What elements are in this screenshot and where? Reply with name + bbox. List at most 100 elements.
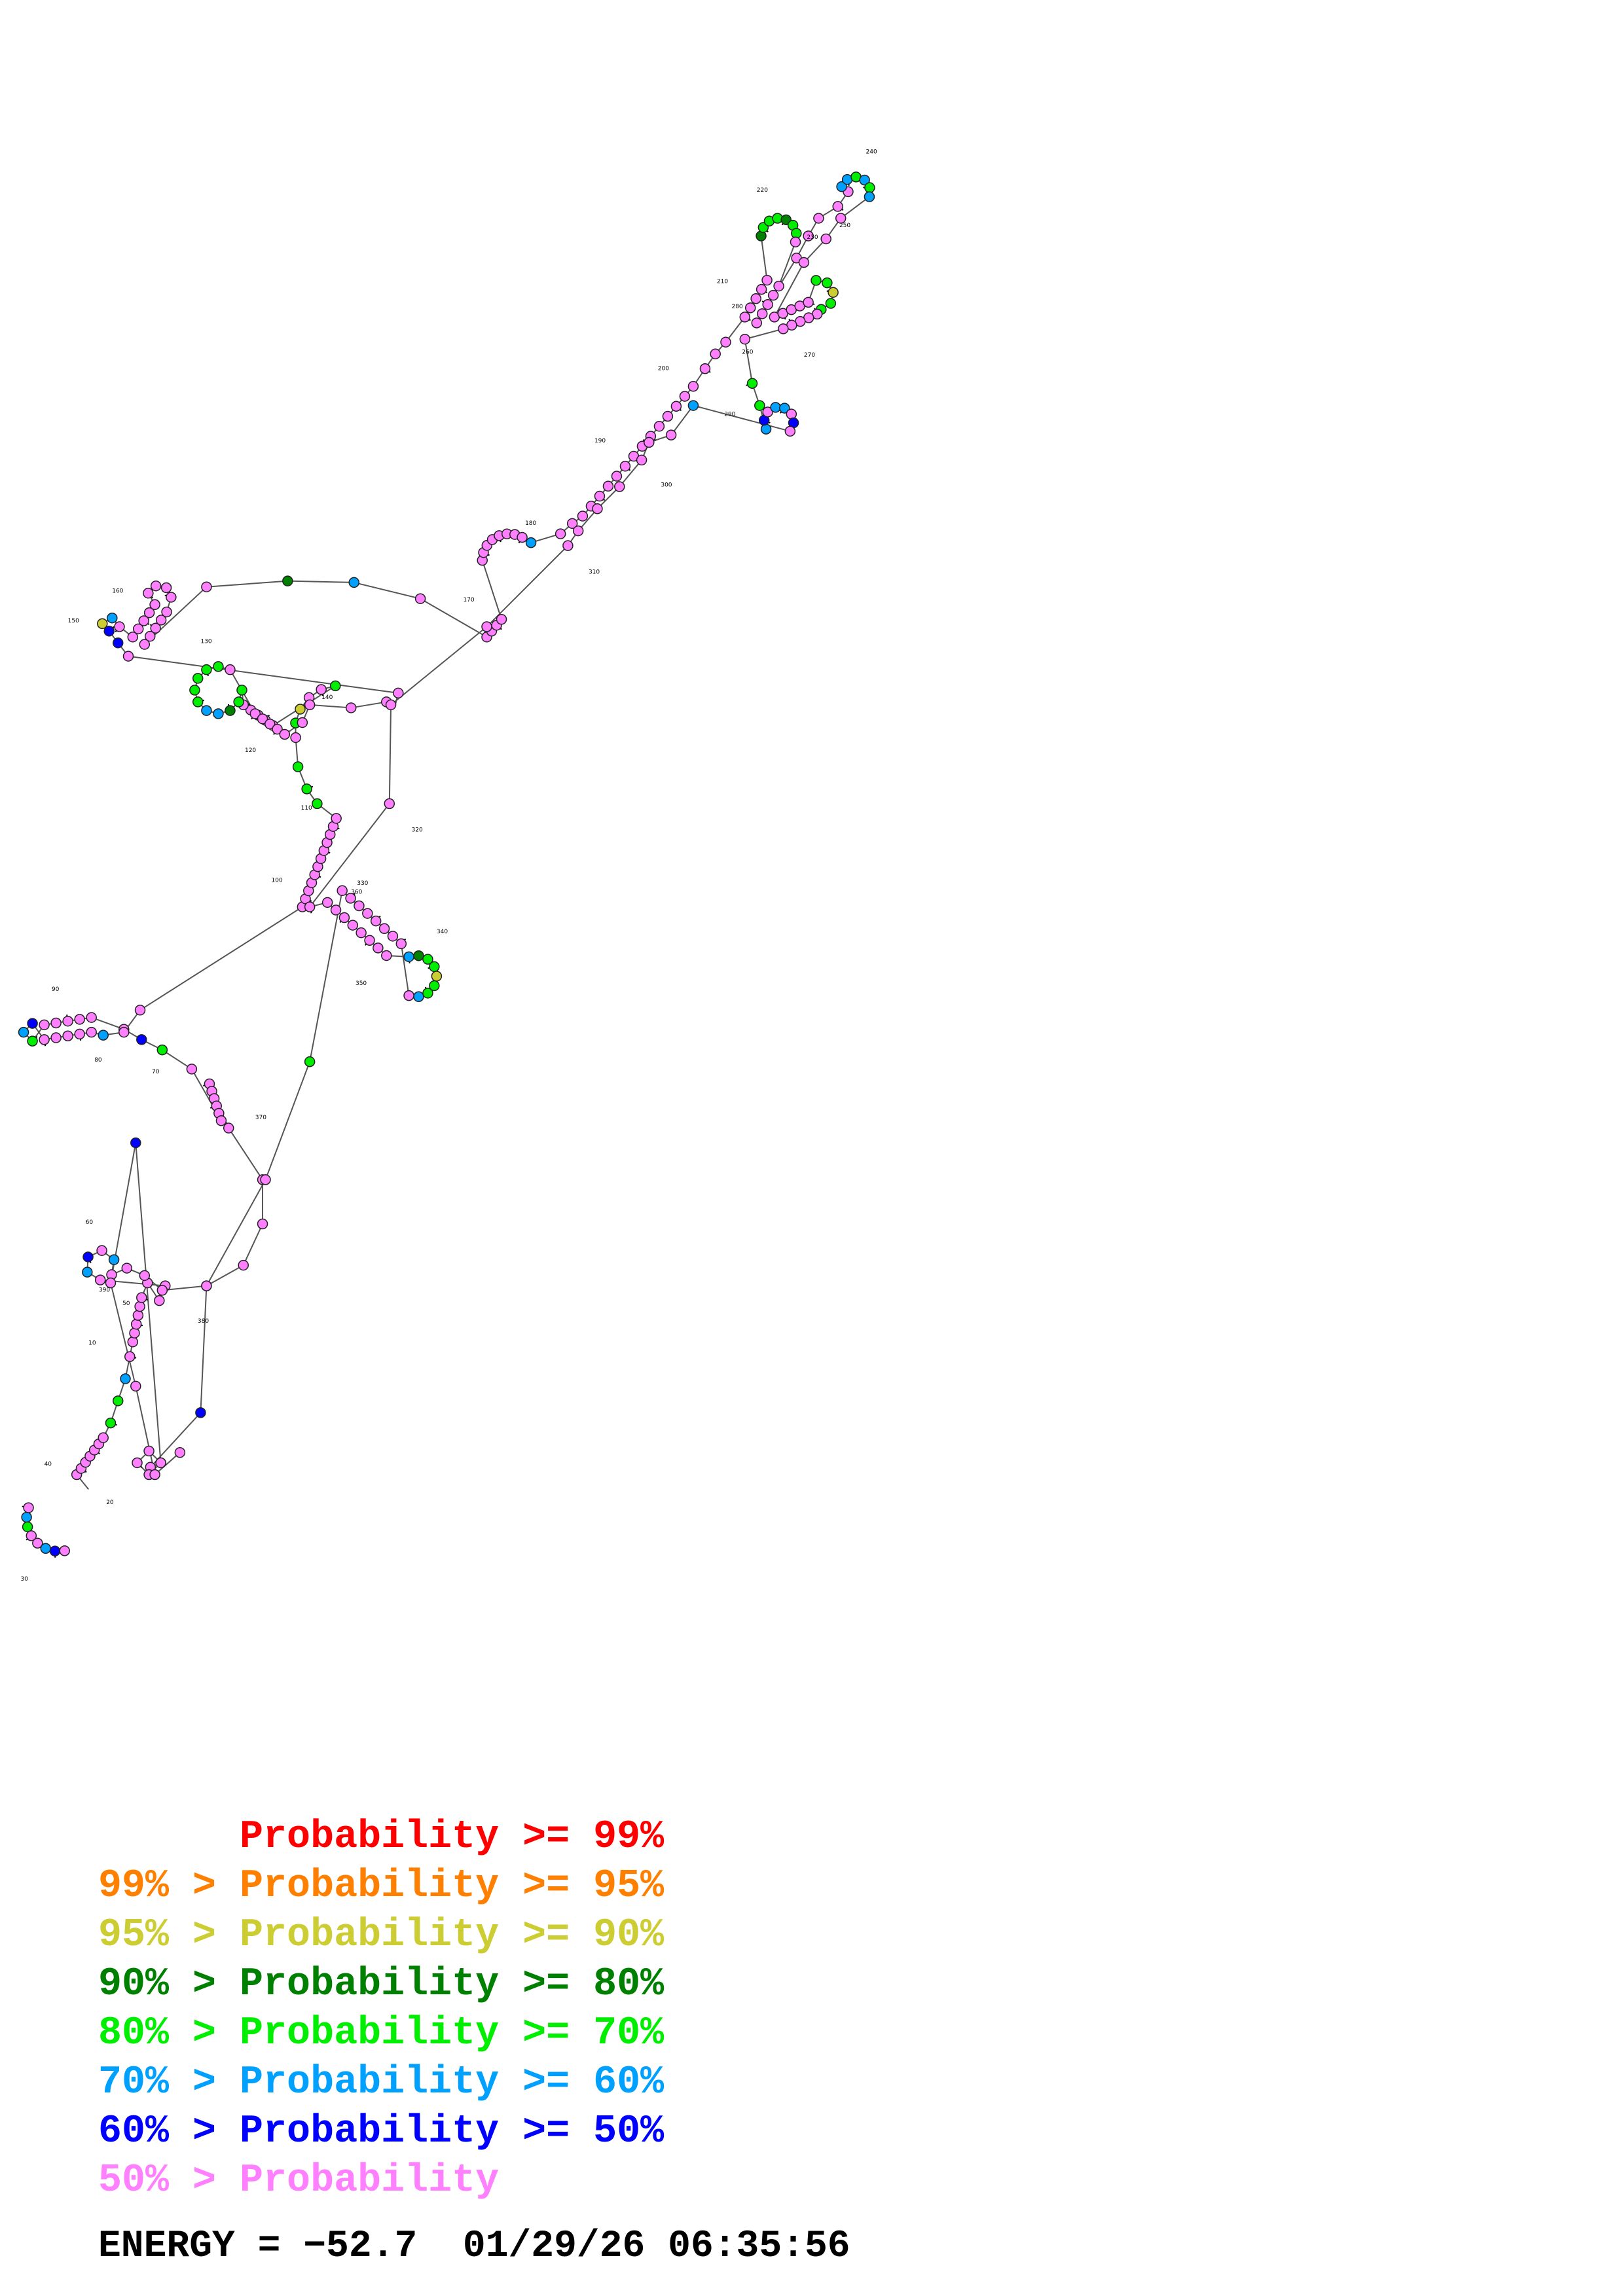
nucleotide	[144, 630, 156, 642]
nucleotide	[644, 437, 655, 448]
nucleotide	[249, 708, 261, 719]
nucleotide	[143, 1445, 155, 1457]
energy-and-timestamp: ENERGY = −52.7 01/29/26 06:35:56	[98, 2225, 850, 2268]
nucleotide	[756, 283, 767, 295]
nucleotide	[481, 621, 492, 632]
nucleotide	[687, 381, 699, 392]
nucleotide	[301, 783, 312, 795]
nucleotide	[670, 401, 682, 412]
position-label: 170	[463, 597, 474, 603]
legend-prefix: 60% >	[98, 2109, 240, 2154]
backbone-segment	[287, 580, 354, 583]
nucleotide	[822, 277, 833, 289]
nucleotide	[619, 461, 631, 472]
nucleotide	[720, 336, 731, 348]
nucleotide	[139, 639, 151, 650]
nucleotide	[150, 622, 161, 634]
nucleotide	[112, 637, 124, 649]
nucleotide	[161, 606, 172, 618]
nucleotide	[189, 685, 200, 696]
nucleotide	[414, 593, 426, 604]
nucleotide	[107, 612, 118, 624]
nucleotide	[272, 723, 283, 735]
nucleotide	[201, 1280, 212, 1291]
backbone-segment	[162, 1049, 192, 1070]
position-label: 150	[68, 618, 79, 624]
nucleotide	[611, 471, 623, 482]
position-label: 330	[357, 880, 368, 887]
backbone-segment	[481, 560, 502, 620]
nucleotide	[566, 518, 578, 529]
backbone-segment	[128, 655, 399, 694]
nucleotide	[290, 732, 301, 744]
nucleotide	[192, 696, 204, 708]
nucleotide	[39, 1034, 50, 1045]
legend-label: Probability >= 50%	[240, 2109, 665, 2154]
backbone-segment	[309, 803, 390, 908]
nucleotide	[828, 287, 839, 298]
backbone-segment	[242, 1223, 263, 1266]
nucleotide	[636, 454, 647, 466]
probability-legend: Probability >= 99% 99% > Probability >= 9…	[98, 1813, 664, 2206]
legend-prefix: 99% >	[98, 1864, 240, 1909]
nucleotide	[62, 1030, 73, 1041]
position-label: 40	[45, 1461, 52, 1467]
nucleotide	[820, 233, 831, 245]
nucleotide	[49, 1545, 61, 1557]
nucleotide	[132, 623, 144, 635]
position-label: 130	[200, 638, 211, 645]
nucleotide	[825, 298, 837, 309]
nucleotide	[864, 182, 875, 193]
backbone-segment	[744, 339, 754, 384]
nucleotide	[86, 1012, 97, 1023]
nucleotide	[103, 626, 115, 637]
legend-row: 95% > Probability >= 90%	[98, 1911, 664, 1960]
position-label: 180	[525, 520, 536, 527]
backbone-segment	[206, 1265, 244, 1287]
nucleotide	[22, 1521, 33, 1533]
nucleotide	[864, 191, 875, 202]
position-label: 110	[301, 805, 312, 812]
nucleotide	[331, 813, 342, 824]
nucleotide	[160, 582, 172, 594]
nucleotide	[304, 1056, 316, 1067]
nucleotide	[750, 293, 761, 304]
position-label: 290	[724, 411, 735, 418]
nucleotide	[330, 905, 342, 916]
nucleotide	[257, 713, 268, 725]
position-label: 140	[321, 694, 333, 701]
backbone-segment	[760, 236, 768, 281]
position-label: 320	[412, 827, 423, 834]
nucleotide	[130, 1380, 141, 1392]
position-label: 20	[106, 1499, 114, 1506]
rna-secondary-structure-diagram: 10 20 30 40 50 60 70 80 90 100 110 120 130 140 150 160 1…	[18, 149, 877, 1583]
position-label: 280	[731, 304, 742, 310]
nucleotide	[762, 406, 773, 418]
nucleotide	[813, 213, 824, 224]
legend-prefix: 90% >	[98, 1962, 240, 2007]
legend-row: 70% > Probability >= 60%	[98, 2058, 664, 2108]
nucleotide	[215, 1115, 227, 1126]
nucleotide	[39, 1019, 50, 1031]
nucleotide	[155, 1457, 166, 1469]
backbone-segment	[351, 701, 387, 709]
position-labels: 10 20 30 40 50 60 70 80 90 100 110 120 130 140 150 160 1…	[21, 149, 877, 1583]
backbone-segment	[228, 1127, 263, 1180]
legend-row: 80% > Probability >= 70%	[98, 2009, 664, 2058]
nucleotide	[378, 923, 390, 934]
nucleotide	[762, 298, 773, 310]
nucleotide	[21, 1511, 32, 1523]
backbone-segment	[693, 404, 791, 432]
nucleotide	[23, 1502, 34, 1513]
nucleotide	[295, 704, 306, 715]
legend-label: Probability >= 90%	[240, 1913, 665, 1958]
nucleotide	[665, 429, 677, 440]
position-label: 80	[94, 1057, 102, 1064]
nucleotide	[149, 599, 160, 610]
nucleotide	[337, 885, 348, 897]
nucleotide	[832, 201, 843, 212]
nucleotide	[297, 717, 308, 728]
nucleotide	[136, 1034, 147, 1045]
nucleotide	[82, 1251, 94, 1263]
position-label: 250	[839, 223, 850, 229]
